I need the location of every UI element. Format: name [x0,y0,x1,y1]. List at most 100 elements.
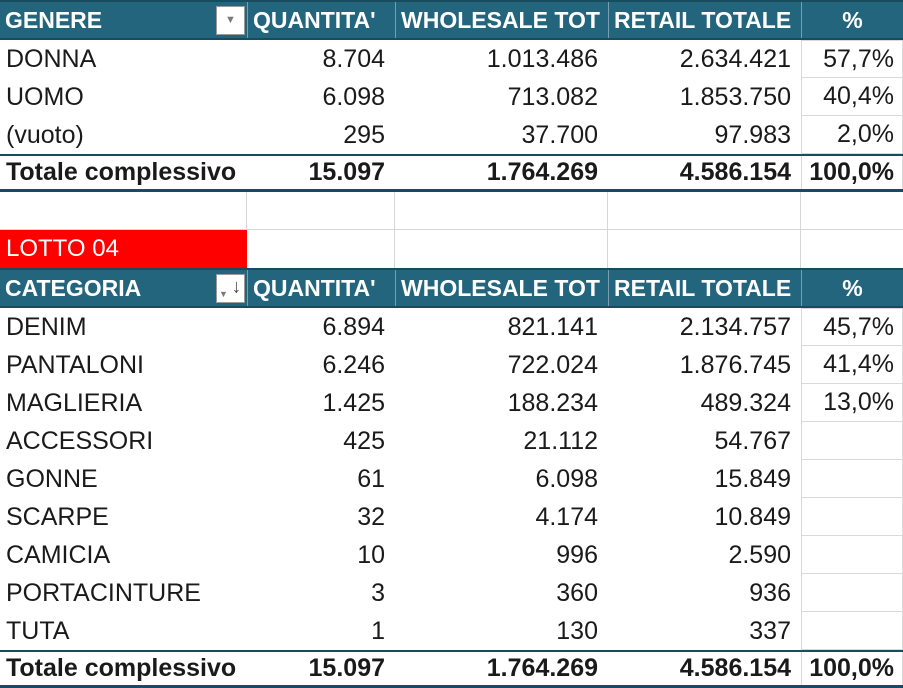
pct-cell[interactable] [801,536,903,574]
total-wholesale-cell[interactable]: 1.764.269 [486,158,598,186]
empty-cell[interactable] [395,192,608,229]
row-label-cell[interactable]: (vuoto) [6,120,84,149]
quantita-header-cell[interactable]: QUANTITA' [247,2,395,38]
retail-cell[interactable]: 97.983 [714,120,791,149]
quantita-cell[interactable]: 1.425 [322,388,385,417]
row-label-cell[interactable]: GONNE [6,464,98,493]
retail-header-cell[interactable]: RETAIL TOTALE [608,270,801,306]
empty-cell[interactable] [608,192,801,229]
retail-cell[interactable]: 489.324 [700,388,791,417]
retail-cell[interactable]: 2.134.757 [679,312,791,341]
retail-cell[interactable]: 10.849 [714,502,791,531]
row-label-cell[interactable]: ACCESSORI [6,426,154,455]
table-row: MAGLIERIA 1.425 188.234 489.324 13,0% [0,384,903,422]
total-quantita-cell[interactable]: 15.097 [308,158,385,186]
total-pct-cell[interactable]: 100,0% [801,652,903,685]
quantita-cell[interactable]: 425 [343,426,385,455]
row-label-cell[interactable]: TUTA [6,616,70,645]
row-label-cell[interactable]: CAMICIA [6,540,111,569]
row-label-cell[interactable]: PANTALONI [6,350,144,379]
total-label-cell[interactable]: Totale complessivo [6,158,237,186]
empty-cell[interactable] [608,230,801,268]
row-label-cell[interactable]: MAGLIERIA [6,388,143,417]
pct-cell[interactable] [801,574,903,612]
genere-filter-button[interactable]: ▼ [216,5,245,35]
wholesale-cell[interactable]: 130 [556,616,598,645]
wholesale-cell[interactable]: 722.024 [507,350,598,379]
wholesale-cell[interactable]: 4.174 [535,502,598,531]
row-label-cell[interactable]: SCARPE [6,502,109,531]
total-label-cell[interactable]: Totale complessivo [6,654,237,682]
pct-header-cell[interactable]: % [801,270,903,306]
retail-cell[interactable]: 2.634.421 [679,44,791,73]
total-quantita-cell[interactable]: 15.097 [308,654,385,682]
quantita-cell[interactable]: 61 [357,464,385,493]
wholesale-cell[interactable]: 996 [556,540,598,569]
table-row: UOMO 6.098 713.082 1.853.750 40,4% [0,78,903,116]
empty-cell[interactable] [801,192,903,229]
row-label-cell[interactable]: DENIM [6,312,87,341]
wholesale-cell[interactable]: 821.141 [507,312,598,341]
table-row: (vuoto) 295 37.700 97.983 2,0% [0,116,903,154]
empty-cell[interactable] [247,192,395,229]
total-pct-cell[interactable]: 100,0% [801,156,903,189]
empty-cell[interactable] [247,230,395,268]
wholesale-cell[interactable]: 713.082 [507,82,598,111]
row-label-cell[interactable]: UOMO [6,82,84,111]
pct-cell[interactable] [801,422,903,460]
quantita-cell[interactable]: 10 [357,540,385,569]
retail-cell[interactable]: 936 [749,578,791,607]
total-retail-cell[interactable]: 4.586.154 [679,654,791,682]
wholesale-cell[interactable]: 21.112 [523,426,598,455]
row-label-cell[interactable]: PORTACINTURE [6,578,201,607]
row-label-cell[interactable]: DONNA [6,44,97,73]
wholesale-cell[interactable]: 360 [556,578,598,607]
retail-cell[interactable]: 15.849 [714,464,791,493]
pct-header-cell[interactable]: % [801,2,903,38]
table-row: DENIM 6.894 821.141 2.134.757 45,7% [0,308,903,346]
genere-header-cell[interactable]: GENERE ▼ [0,2,247,38]
retail-cell[interactable]: 1.876.745 [679,350,791,379]
quantita-cell[interactable]: 6.098 [322,82,385,111]
lotto-label-cell[interactable]: LOTTO 04 [0,230,247,268]
quantita-cell[interactable]: 6.246 [322,350,385,379]
wholesale-header-cell[interactable]: WHOLESALE TOT [395,2,608,38]
pct-cell[interactable]: 40,4% [801,78,903,116]
categoria-header-cell[interactable]: CATEGORIA ▼ ↓ [0,270,247,306]
retail-cell[interactable]: 54.767 [714,426,791,455]
quantita-cell[interactable]: 1 [371,616,385,645]
wholesale-header-cell[interactable]: WHOLESALE TOT [395,270,608,306]
wholesale-cell[interactable]: 188.234 [507,388,598,417]
categoria-sort-filter-button[interactable]: ▼ ↓ [216,273,245,303]
categoria-total-row: Totale complessivo 15.097 1.764.269 4.58… [0,650,903,688]
pct-cell[interactable] [801,498,903,536]
total-retail-cell[interactable]: 4.586.154 [679,158,791,186]
wholesale-cell[interactable]: 37.700 [521,120,598,149]
pct-cell[interactable]: 57,7% [801,40,903,78]
wholesale-cell[interactable]: 6.098 [535,464,598,493]
retail-header-cell[interactable]: RETAIL TOTALE [608,2,801,38]
pct-cell[interactable]: 45,7% [801,308,903,346]
pct-cell[interactable] [801,460,903,498]
pct-cell[interactable] [801,612,903,650]
quantita-cell[interactable]: 295 [343,120,385,149]
empty-cell[interactable] [801,230,903,268]
quantita-header-cell[interactable]: QUANTITA' [247,270,395,306]
retail-cell[interactable]: 337 [749,616,791,645]
empty-cell[interactable] [395,230,608,268]
total-wholesale-cell[interactable]: 1.764.269 [486,654,598,682]
pct-cell[interactable]: 41,4% [801,346,903,384]
quantita-cell[interactable]: 3 [371,578,385,607]
quantita-cell[interactable]: 32 [357,502,385,531]
retail-cell[interactable]: 2.590 [728,540,791,569]
sort-descending-icon: ↓ [231,276,242,298]
pct-cell[interactable]: 2,0% [801,116,903,154]
table-row: GONNE 61 6.098 15.849 [0,460,903,498]
empty-cell[interactable] [0,192,247,229]
lotto-row: LOTTO 04 [0,230,903,268]
pct-cell[interactable]: 13,0% [801,384,903,422]
wholesale-cell[interactable]: 1.013.486 [486,44,598,73]
retail-cell[interactable]: 1.853.750 [679,82,791,111]
quantita-cell[interactable]: 6.894 [322,312,385,341]
quantita-cell[interactable]: 8.704 [322,44,385,73]
